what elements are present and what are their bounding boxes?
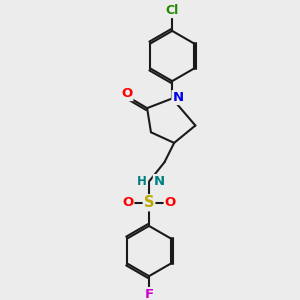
- Text: Cl: Cl: [166, 4, 179, 17]
- Text: O: O: [121, 87, 133, 100]
- Text: H: H: [137, 175, 147, 188]
- Text: N: N: [154, 175, 165, 188]
- Text: O: O: [165, 196, 176, 209]
- Text: O: O: [122, 196, 134, 209]
- Text: N: N: [172, 91, 184, 104]
- Text: F: F: [145, 288, 154, 300]
- Text: S: S: [144, 195, 154, 210]
